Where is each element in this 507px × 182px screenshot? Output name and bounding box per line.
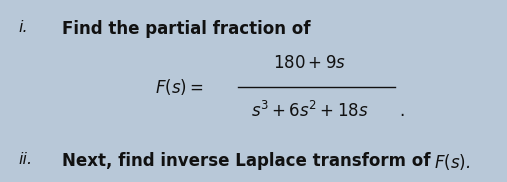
Text: $F(s) =$: $F(s) =$ — [155, 77, 203, 97]
Text: Find the partial fraction of: Find the partial fraction of — [62, 20, 310, 38]
Text: $s^3 + 6s^2 + 18s$: $s^3 + 6s^2 + 18s$ — [251, 101, 369, 121]
Text: $F(s)$.: $F(s)$. — [434, 152, 470, 172]
Text: $180 + 9s$: $180 + 9s$ — [273, 54, 346, 72]
Text: Next, find inverse Laplace transform of: Next, find inverse Laplace transform of — [62, 152, 436, 170]
Text: .: . — [399, 102, 404, 120]
Text: i.: i. — [18, 20, 27, 35]
Text: ii.: ii. — [18, 152, 32, 167]
